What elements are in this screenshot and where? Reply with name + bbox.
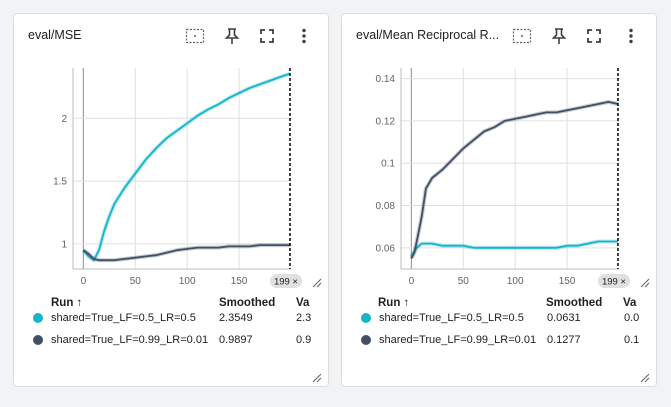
y-tick-label: 0.1: [381, 159, 395, 170]
more-vert-icon[interactable]: [294, 26, 314, 46]
fullscreen-icon[interactable]: [257, 26, 277, 46]
smoothed-value: 0.0631: [547, 312, 581, 324]
x-tick-label: 150: [559, 276, 576, 287]
run-name: shared=True_LF=0.99_LR=0.01: [379, 334, 537, 346]
run-color-dot: [361, 335, 371, 345]
x-tick-label: 0: [409, 276, 415, 287]
fullscreen-icon[interactable]: [584, 26, 604, 46]
run-name: shared=True_LF=0.5_LR=0.5: [51, 312, 196, 324]
y-tick-label: 0.08: [376, 201, 396, 212]
card-title: eval/MSE: [28, 28, 82, 42]
pin-icon[interactable]: [222, 26, 242, 46]
raw-value: 2.3: [296, 312, 312, 324]
series-line: [82, 72, 291, 262]
y-tick-label: 0.14: [376, 74, 396, 85]
run-name: shared=True_LF=0.5_LR=0.5: [379, 312, 524, 324]
run-color-dot: [361, 313, 371, 323]
series-line: [410, 101, 619, 259]
x-tick-label: 100: [507, 276, 524, 287]
x-tick-label: 150: [231, 276, 248, 287]
y-tick-label: 0.12: [376, 116, 396, 127]
line-chart[interactable]: 0 50 100 150 0.06 0.08 0.1 0.12 0.14 199 ×: [342, 54, 656, 294]
line-chart[interactable]: 0 50 100 150 1 1.5 2 199 ×: [14, 54, 328, 294]
card-title: eval/Mean Reciprocal R...: [356, 28, 500, 42]
step-chip: [597, 274, 630, 288]
raw-value: 0.0: [624, 312, 640, 324]
legend-header-smoothed[interactable]: Smoothed: [219, 297, 276, 309]
chart-card-mse: eval/MSE 0 50 100 150 1 1.5 2 199 × Run ↑ Smoot…: [13, 13, 329, 387]
raw-value: 0.1: [624, 334, 640, 346]
fit-domain-icon[interactable]: [512, 26, 532, 46]
fit-domain-icon[interactable]: [185, 26, 205, 46]
legend-row[interactable]: shared=True_LF=0.99_LR=0.01 0.1277 0.1: [342, 330, 656, 352]
series-line: [410, 240, 618, 257]
step-chip-label: 199 ×: [602, 277, 626, 288]
run-name: shared=True_LF=0.99_LR=0.01: [51, 334, 209, 346]
legend-header-value[interactable]: Va: [623, 297, 637, 309]
raw-value: 0.9: [296, 334, 312, 346]
legend-header-value[interactable]: Va: [296, 297, 310, 309]
x-tick-label: 100: [179, 276, 196, 287]
more-vert-icon[interactable]: [621, 26, 641, 46]
legend-row[interactable]: shared=True_LF=0.99_LR=0.01 0.9897 0.9: [14, 330, 328, 352]
chart-resize-handle-icon[interactable]: [640, 275, 650, 288]
chart-card-mrr: eval/Mean Reciprocal R... 0 50 100 150 0.06 0…: [341, 13, 657, 387]
card-resize-handle-icon[interactable]: [312, 370, 322, 383]
smoothed-value: 2.3549: [219, 312, 253, 324]
legend-header-run[interactable]: Run ↑: [378, 297, 410, 309]
legend-row[interactable]: shared=True_LF=0.5_LR=0.5 0.0631 0.0: [342, 308, 656, 330]
card-resize-handle-icon[interactable]: [640, 370, 650, 383]
smoothed-value: 0.9897: [219, 334, 253, 346]
pin-icon[interactable]: [549, 26, 569, 46]
run-color-dot: [33, 335, 43, 345]
step-chip-label: 199 ×: [274, 277, 298, 288]
series-line: [82, 244, 290, 262]
legend-row[interactable]: shared=True_LF=0.5_LR=0.5 2.3549 2.3: [14, 308, 328, 330]
legend-header-run[interactable]: Run ↑: [51, 297, 83, 309]
y-tick-label: 2: [61, 114, 67, 125]
step-chip: [269, 274, 302, 288]
chart-resize-handle-icon[interactable]: [312, 275, 322, 288]
x-tick-label: 50: [130, 276, 142, 287]
x-tick-label: 50: [458, 276, 470, 287]
y-tick-label: 0.06: [376, 243, 396, 254]
y-tick-label: 1.5: [53, 177, 67, 188]
run-color-dot: [33, 313, 43, 323]
legend-header-smoothed[interactable]: Smoothed: [546, 297, 603, 309]
x-tick-label: 0: [81, 276, 87, 287]
smoothed-value: 0.1277: [547, 334, 581, 346]
y-tick-label: 1: [61, 239, 67, 250]
